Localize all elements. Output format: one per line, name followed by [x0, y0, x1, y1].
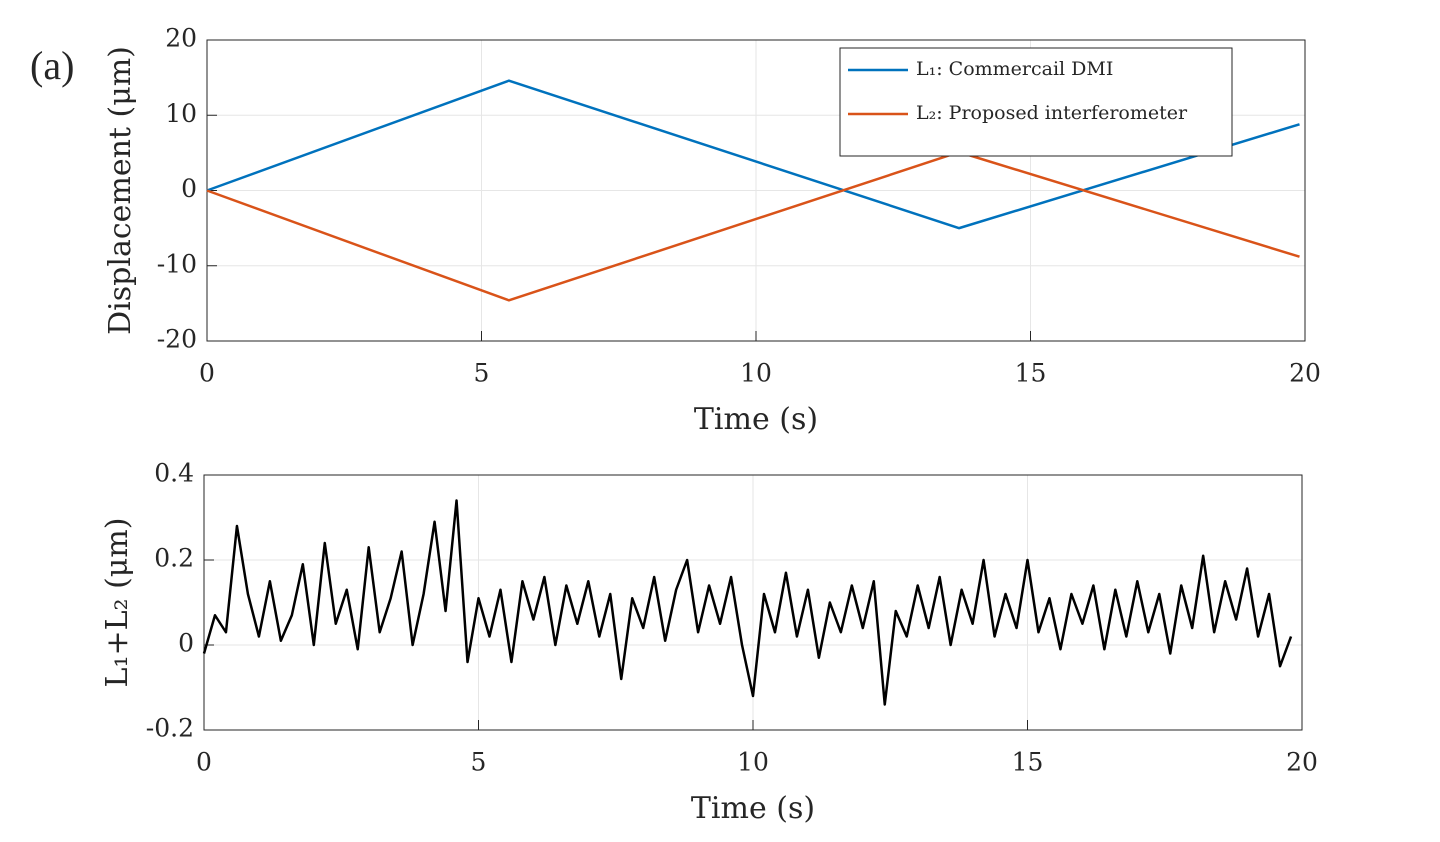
y-tick-label: -20 — [157, 325, 197, 354]
y-axis-label: Displacement (μm) — [103, 46, 138, 335]
x-tick-label: 10 — [740, 359, 772, 388]
x-tick-label: 15 — [1012, 748, 1044, 777]
x-tick-label: 20 — [1286, 748, 1318, 777]
x-tick-label: 5 — [471, 748, 487, 777]
data-line — [206, 79, 1300, 230]
x-tick-label: 0 — [196, 748, 212, 777]
x-tick-label: 10 — [737, 748, 769, 777]
y-tick-label: 0.2 — [154, 544, 194, 573]
axes-box — [203, 474, 1303, 731]
x-tick-label: 20 — [1289, 359, 1321, 388]
panel-label: (a) — [30, 43, 74, 88]
y-tick-label: 0.4 — [154, 459, 194, 488]
legend: L₁: Commercail DMI L₂: Proposed interfero… — [839, 47, 1233, 157]
y-tick-label: 20 — [165, 24, 197, 53]
y-tick-label: 0 — [181, 174, 197, 203]
x-tick-label: 0 — [199, 359, 215, 388]
y-tick-label: -10 — [157, 249, 197, 278]
data-line — [202, 499, 1293, 706]
y-tick-label: 10 — [165, 99, 197, 128]
x-axis-label: Time (s) — [691, 791, 815, 826]
y-tick-label: 0 — [178, 629, 194, 658]
x-tick-label: 15 — [1015, 359, 1047, 388]
x-axis-label: Time (s) — [694, 402, 818, 437]
y-tick-label: -0.2 — [146, 714, 194, 743]
legend-label: L₁: Commercail DMI — [916, 58, 1113, 80]
data-line — [206, 150, 1300, 302]
legend-box — [839, 47, 1233, 157]
legend-label: L₂: Proposed interferometer — [916, 102, 1188, 124]
x-tick-label: 5 — [474, 359, 490, 388]
y-axis-label: L₁+L₂ (μm) — [100, 518, 135, 688]
